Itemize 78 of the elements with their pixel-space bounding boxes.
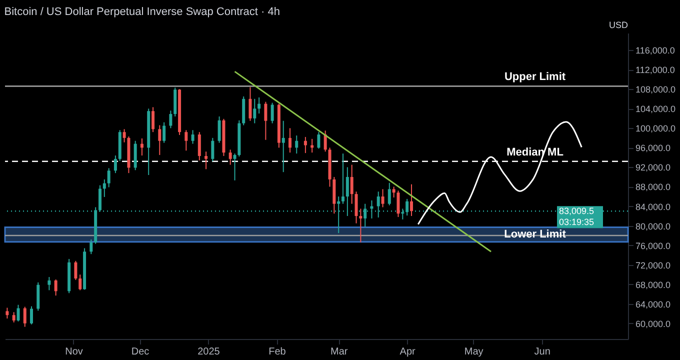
y-tick-label: 64,000.0 (636, 299, 671, 310)
candlestick (304, 136, 307, 154)
y-tick-label: 84,000.0 (636, 202, 671, 212)
candlestick (74, 260, 78, 280)
candlestick (253, 98, 256, 124)
chart-title: Bitcoin / US Dollar Perpetual Inverse Swap Contract · 4h (4, 6, 280, 18)
candlestick (350, 164, 354, 204)
candlestick (396, 190, 400, 218)
y-tick-label: 68,000.0 (636, 280, 671, 290)
text: USD (609, 20, 628, 30)
candlestick (158, 124, 162, 156)
y-tick-label: 72,000.0 (636, 260, 671, 270)
ref-line-label: Upper Limit (504, 71, 566, 84)
candlestick (248, 86, 252, 122)
x-tick-label: May (464, 346, 484, 358)
candlestick (204, 151, 208, 170)
x-tick-label: Nov (65, 346, 83, 358)
candlestick (282, 120, 285, 173)
candlestick (48, 276, 51, 291)
candlestick (184, 130, 188, 152)
candlestick (152, 106, 155, 133)
y-tick-label: 116,000.0 (636, 46, 675, 56)
y-tick-label: 112,000.0 (636, 65, 675, 76)
candlestick (410, 184, 413, 217)
y-tick-label: 80,000.0 (636, 221, 671, 232)
y-tick-label: 92,000.0 (636, 162, 671, 173)
candlestick (211, 137, 214, 162)
candlestick (169, 110, 172, 129)
candlestick (114, 155, 117, 174)
ref-line-label: Median ML (506, 146, 564, 158)
candlestick (342, 153, 345, 204)
candlestick (388, 182, 391, 206)
candlestick (228, 149, 232, 166)
y-tick-label: 60,000.0 (636, 318, 671, 329)
y-tick-label: 76,000.0 (636, 240, 671, 251)
candlestick (295, 134, 298, 154)
candlestick (288, 128, 292, 154)
candlestick (78, 274, 82, 291)
y-tick-label: 104,000.0 (636, 104, 676, 114)
candlestick (317, 132, 320, 150)
candlestick (258, 96, 261, 114)
candlestick (392, 186, 396, 198)
candlestick (54, 278, 58, 296)
x-tick-label: Jun (534, 346, 550, 358)
y-tick-label: 108,000.0 (636, 84, 676, 95)
candlestick (191, 130, 194, 144)
candlestick (381, 188, 384, 208)
candlestick (16, 304, 20, 322)
candlestick (264, 101, 268, 140)
candlestick (310, 138, 314, 154)
x-tick-label: 2025 (198, 346, 220, 358)
candlestick (107, 168, 110, 188)
annotation: 03:19:35 (559, 217, 594, 228)
candlestick (218, 116, 221, 144)
y-tick-label: 100,000.0 (636, 124, 676, 134)
candlestick (198, 132, 201, 161)
x-tick-label: Mar (330, 346, 348, 358)
candlestick (102, 178, 106, 198)
candlestick (36, 282, 40, 312)
candlestick (346, 166, 349, 217)
x-tick-label: Dec (131, 346, 150, 358)
candlestick (270, 102, 274, 124)
candlestick (134, 140, 137, 171)
x-tick-label: Apr (400, 346, 416, 358)
candlestick (30, 306, 34, 325)
candlestick (354, 191, 358, 224)
candlestick (122, 128, 126, 143)
candlestick (162, 122, 166, 144)
candlestick (233, 153, 236, 181)
candlestick (90, 238, 93, 255)
x-tick-label: Feb (268, 346, 286, 358)
candlestick (359, 208, 362, 243)
candlestick (12, 312, 16, 323)
ref-line-label: 83,009.5 (559, 206, 594, 216)
y-tick-label: 96,000.0 (636, 143, 671, 154)
candlestick (23, 306, 26, 328)
y-tick-label: 88,000.0 (636, 182, 671, 192)
candlestick (6, 307, 9, 319)
